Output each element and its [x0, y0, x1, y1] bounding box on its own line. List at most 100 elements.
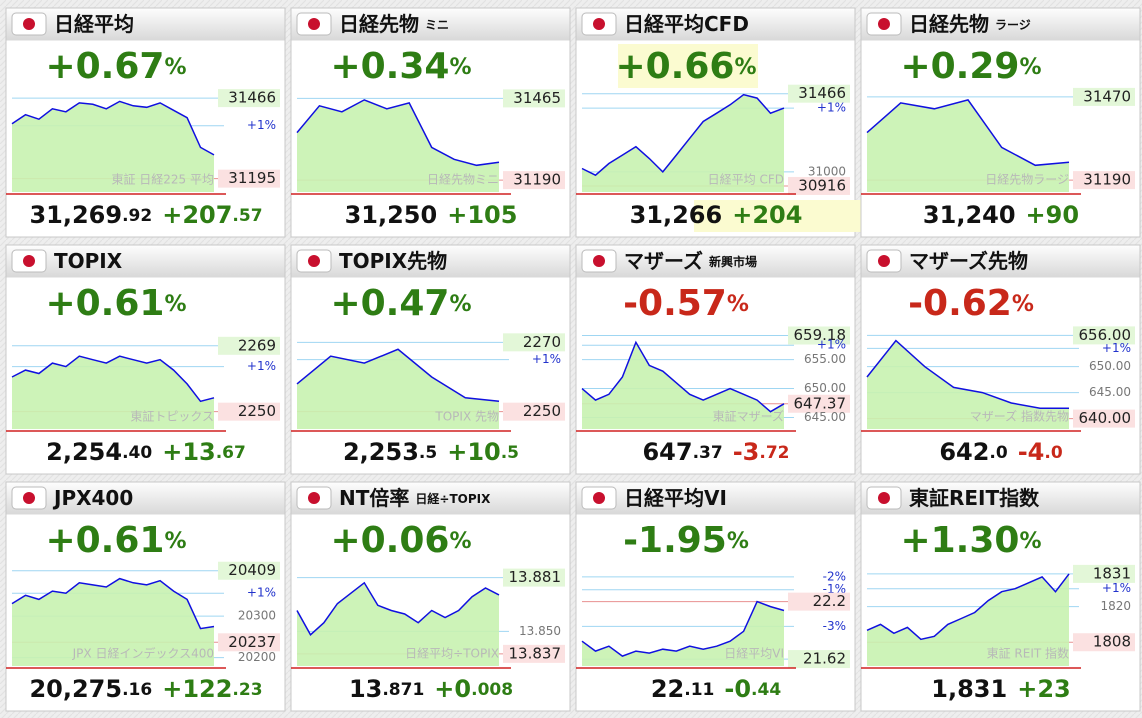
pct-unit: %: [449, 292, 471, 317]
price-int: 647: [642, 438, 692, 466]
level-bg: [218, 402, 280, 421]
watermark: 日経先物ラージ: [985, 173, 1069, 187]
change-int: +23: [1017, 675, 1071, 703]
price-line: [581, 340, 785, 413]
price-line: [866, 99, 1070, 167]
change-int: +207: [162, 201, 232, 229]
card-title: NT倍率 日経÷TOPIX: [339, 486, 491, 510]
level-bg: [1073, 633, 1135, 652]
level-label: +1%: [247, 359, 276, 373]
level-label: 2250: [523, 402, 561, 420]
card-bg: [5, 244, 286, 475]
change-dec: .0: [1044, 443, 1062, 463]
price-line: [581, 93, 785, 177]
level-bg: [1073, 564, 1135, 583]
card-header: [6, 8, 285, 41]
title: 日経平均CFD: [624, 12, 749, 36]
card-title: 日経平均: [54, 12, 134, 36]
level-bg: [503, 568, 565, 587]
change-int: +122: [162, 675, 232, 703]
price-dec: .0: [989, 443, 1007, 463]
card-header: [861, 8, 1140, 41]
level-label: 650.00: [1089, 359, 1131, 373]
card-title: マザーズ先物: [909, 249, 1028, 273]
card-header: [291, 482, 570, 515]
change-int: -3: [733, 438, 760, 466]
price-dec: .5: [419, 443, 437, 463]
pct-value: +0.06: [330, 520, 449, 561]
level-label: 20409: [228, 561, 276, 579]
card-title: マザーズ 新興市場: [624, 249, 757, 273]
level-label: +1%: [532, 352, 561, 366]
subtitle: 新興市場: [709, 254, 757, 269]
pct-unit: %: [727, 292, 749, 317]
area-fill: [867, 99, 1069, 192]
flag-dot: [878, 255, 890, 267]
price-int: 31,250: [345, 201, 438, 229]
change-pct: +0.67%: [45, 46, 186, 87]
card: 日経先物 ミニ +0.34% 31465 31190 日経先物ミニ 31,250 +105: [290, 7, 571, 238]
price-int: 31,266: [630, 201, 723, 229]
price: 2,254.40 +13.67: [46, 438, 246, 466]
level-label: 650.00: [804, 381, 846, 395]
change-int: -0: [724, 675, 751, 703]
change-dec: .23: [232, 680, 262, 700]
card-header: [291, 245, 570, 278]
card-title: 東証REIT指数: [909, 486, 1040, 510]
pct-unit: %: [449, 55, 471, 80]
level-label: 13.850: [519, 624, 561, 638]
level-bg: [788, 394, 850, 413]
pct-value: -1.95: [623, 520, 727, 561]
price-line: [11, 355, 215, 403]
change-int: +13: [162, 438, 216, 466]
change-dec: .72: [759, 443, 789, 463]
card-header: [291, 8, 570, 41]
pct-value: -0.57: [623, 283, 727, 324]
pct-unit: %: [164, 292, 186, 317]
level-bg: [788, 650, 850, 669]
change-dec: .5: [501, 443, 519, 463]
level-label: 31195: [228, 169, 276, 187]
change-pct: -1.95%: [623, 520, 749, 561]
watermark: 日経先物ミニ: [427, 173, 499, 187]
change-int: +10: [447, 438, 501, 466]
change-dec: .67: [216, 443, 246, 463]
price: 22.11 -0.44: [651, 675, 781, 703]
level-label: 640.00: [1079, 409, 1132, 427]
price-line: [11, 577, 215, 630]
title: 東証REIT指数: [909, 486, 1040, 510]
card-header: [861, 482, 1140, 515]
price-int: 2,253: [343, 438, 419, 466]
level-label: 1808: [1093, 633, 1131, 651]
card: 日経平均 +0.67% 31466 +1% 31195 東証 日経225 平均 31,269…: [5, 7, 286, 238]
change-pct: +0.06%: [330, 520, 471, 561]
price-dec: .37: [693, 443, 723, 463]
area-fill: [12, 578, 214, 666]
flag-dot: [593, 18, 605, 30]
title: TOPIX: [54, 249, 123, 273]
level-bg: [788, 84, 850, 103]
title: 日経先物: [339, 12, 419, 36]
change-pct: +0.29%: [900, 46, 1041, 87]
pct-unit: %: [727, 529, 749, 554]
watermark: 東証 日経225 平均: [111, 173, 214, 187]
price-int: 1,831: [931, 675, 1007, 703]
level-label: -2%: [823, 569, 846, 583]
level-label: 655.00: [804, 352, 846, 366]
level-label: 31465: [513, 89, 561, 107]
level-label: 31470: [1083, 87, 1131, 105]
watermark: 日経平均VI: [724, 647, 784, 661]
title: マザーズ: [624, 249, 703, 273]
pct-unit: %: [1019, 55, 1041, 80]
level-label: 20200: [238, 650, 276, 664]
card: マザーズ先物 -0.62% 656.00+1% 650.00 645.00 640.00 マ…: [860, 244, 1141, 475]
change-int: -4: [1018, 438, 1045, 466]
price-int: 22: [651, 675, 684, 703]
price: 31,269.92 +207.57: [29, 201, 262, 229]
level-label: +1%: [817, 338, 846, 352]
price-line: [296, 99, 500, 167]
card-header: [576, 8, 855, 41]
level-label: +1%: [1102, 581, 1131, 595]
price-int: 31,269: [29, 201, 122, 229]
